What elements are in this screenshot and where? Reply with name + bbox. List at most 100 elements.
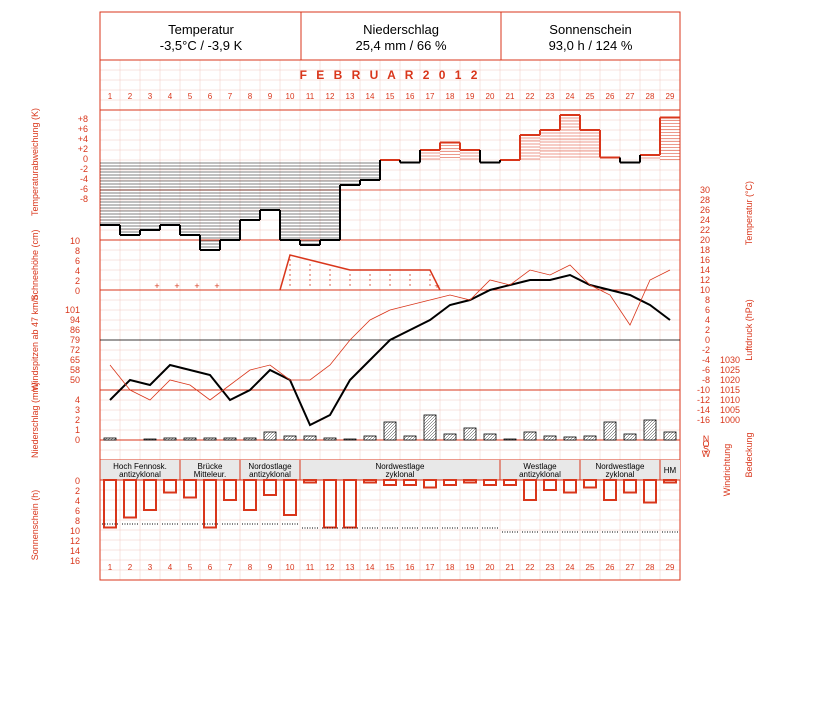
temp-anomaly-tick: +2	[78, 144, 88, 154]
temperature-tick: 2	[705, 325, 710, 335]
precip-axis-label: Niederschlag (mm)	[30, 382, 40, 458]
precip-hatch	[667, 431, 677, 441]
weather-type-label: Westlage	[523, 462, 557, 471]
precip-hatch	[664, 431, 674, 441]
pressure-tick: 1020	[720, 375, 740, 385]
temp-anomaly-tick: +8	[78, 114, 88, 124]
precip-hatch	[446, 433, 454, 441]
precip-hatch	[606, 430, 617, 441]
day-label-top: 1	[108, 92, 113, 101]
sunshine-tick: 4	[75, 496, 80, 506]
precip-hatch	[267, 431, 277, 441]
temperature-tick: 22	[700, 225, 710, 235]
sunshine-bar	[403, 479, 417, 486]
precip-hatch	[389, 433, 397, 441]
precip-hatch	[403, 435, 408, 440]
precip-hatch	[623, 433, 631, 441]
precip-hatch	[643, 419, 651, 427]
precip-hatch	[511, 438, 514, 441]
day-label-top: 7	[228, 92, 233, 101]
precip-hatch	[548, 435, 554, 441]
day-label-top: 27	[626, 92, 635, 101]
snow-dot	[289, 264, 291, 266]
day-label-bottom: 8	[248, 563, 253, 572]
precip-hatch	[164, 437, 168, 441]
weather-type-label: Nordwestlage	[376, 462, 425, 471]
pressure-axis-label: Luftdruck (hPa)	[744, 299, 754, 361]
precip-hatch	[643, 419, 654, 430]
precip-hatch	[431, 435, 437, 441]
precip-hatch	[463, 427, 477, 441]
sunshine-bar	[263, 479, 277, 496]
wind-tick: 79	[70, 335, 80, 345]
snow-trace-mark: +	[174, 281, 179, 291]
snow-depth-line	[279, 254, 441, 291]
sunshine-tick: 6	[75, 506, 80, 516]
weather-type-label: antizyklonal	[119, 470, 161, 479]
precip-tick: 0	[75, 435, 80, 445]
snow-dot	[409, 279, 411, 281]
precip-hatch	[489, 433, 497, 441]
precip-hatch	[486, 433, 494, 441]
temperature-tick: 24	[700, 215, 710, 225]
snow-dot	[289, 284, 291, 286]
day-label-top: 18	[446, 92, 455, 101]
temp-anomaly-tick: -2	[80, 164, 88, 174]
precip-hatch	[383, 421, 397, 435]
weather-type-label: zyklonal	[386, 470, 415, 479]
sunshine-bar	[523, 479, 537, 501]
day-label-bottom: 11	[306, 563, 315, 572]
snow-dot	[329, 279, 331, 281]
snow-dot	[429, 279, 431, 281]
precip-hatch	[673, 437, 677, 441]
snow-dot	[409, 284, 411, 286]
weather-strip-bg	[100, 460, 680, 480]
precip-tick: 4	[75, 395, 80, 405]
day-label-top: 3	[148, 92, 153, 101]
temperature-axis-label: Temperatur (°C)	[744, 181, 754, 245]
precip-hatch	[308, 435, 314, 441]
day-label-top: 8	[248, 92, 253, 101]
snow-trace-mark: +	[194, 281, 199, 291]
weather-type-label: Nordwestlage	[596, 462, 645, 471]
temp-anomaly-tick: -4	[80, 174, 88, 184]
day-label-top: 11	[306, 92, 315, 101]
day-label-bottom: 20	[486, 563, 495, 572]
precip-hatch	[623, 433, 628, 438]
precip-hatch	[151, 438, 154, 441]
precip-hatch	[583, 435, 588, 440]
precip-hatch	[524, 431, 534, 441]
precip-hatch	[383, 421, 391, 429]
precip-hatch	[190, 437, 194, 441]
precip-hatch	[270, 434, 277, 441]
day-label-bottom: 9	[268, 563, 273, 572]
precip-hatch	[428, 432, 437, 441]
precip-hatch	[603, 421, 608, 426]
sunshine-bar	[163, 479, 177, 494]
weather-type-label: Brücke	[198, 462, 223, 471]
day-label-bottom: 25	[586, 563, 595, 572]
precip-hatch	[632, 436, 637, 441]
sunshine-tick: 0	[75, 476, 80, 486]
day-label-bottom: 10	[286, 563, 295, 572]
snow-dot	[309, 269, 311, 271]
precip-hatch	[643, 422, 657, 436]
weather-type-label: antizyklonal	[519, 470, 561, 479]
day-label-top: 14	[366, 92, 375, 101]
sunshine-tick: 10	[70, 526, 80, 536]
snow-dot	[289, 259, 291, 261]
temperature-tick: 18	[700, 245, 710, 255]
sunshine-bar	[103, 479, 117, 529]
wind-tick: 58	[70, 365, 80, 375]
precip-hatch	[523, 431, 528, 436]
precip-hatch	[107, 437, 111, 441]
temperature-tick: -12	[697, 395, 710, 405]
snow-dot	[289, 274, 291, 276]
precip-tick: 3	[75, 405, 80, 415]
temperature-tick: -8	[702, 375, 710, 385]
precip-hatch	[647, 431, 657, 441]
wind-tick: 86	[70, 325, 80, 335]
wind-tick: 72	[70, 345, 80, 355]
precip-hatch	[210, 437, 214, 441]
day-label-top: 26	[606, 92, 615, 101]
